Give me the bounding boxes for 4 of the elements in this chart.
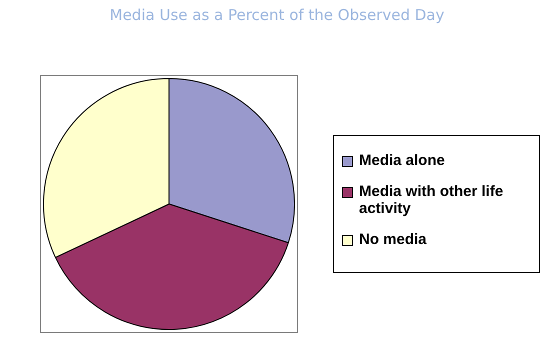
legend-label: Media with other life activity	[359, 183, 504, 217]
legend-label: No media	[359, 231, 427, 248]
legend-label: Media alone	[359, 152, 445, 169]
chart-title: Media Use as a Percent of the Observed Day	[108, 6, 446, 24]
